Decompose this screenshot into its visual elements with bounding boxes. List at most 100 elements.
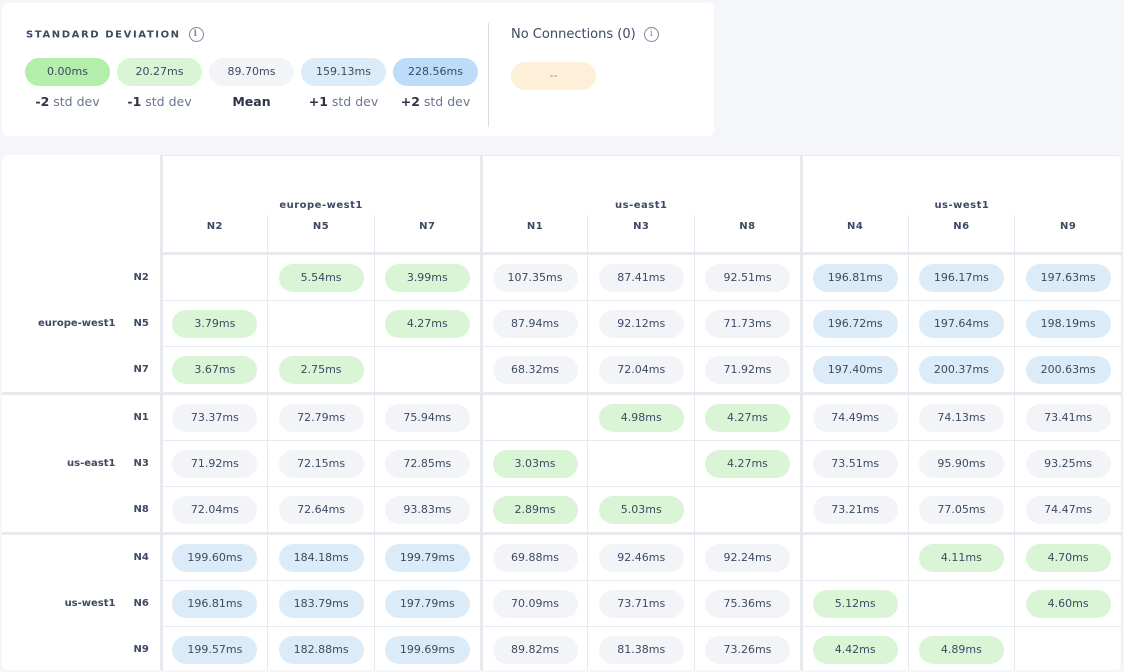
latency-cell[interactable]: 75.36ms <box>694 580 802 627</box>
latency-cell[interactable]: 197.63ms <box>1014 253 1122 301</box>
latency-pill[interactable]: 199.60ms <box>172 543 258 572</box>
latency-pill[interactable]: 77.05ms <box>918 495 1004 524</box>
latency-pill[interactable]: 4.60ms <box>1025 589 1111 618</box>
latency-pill[interactable]: 4.70ms <box>1025 543 1111 572</box>
latency-pill[interactable]: 199.57ms <box>172 635 258 664</box>
latency-cell[interactable]: 77.05ms <box>907 486 1016 534</box>
latency-pill[interactable]: 73.21ms <box>812 495 898 524</box>
latency-cell[interactable]: 73.71ms <box>587 580 696 627</box>
latency-cell[interactable]: 199.60ms <box>160 532 269 581</box>
latency-pill[interactable]: 74.13ms <box>918 403 1004 432</box>
latency-pill[interactable]: 71.73ms <box>704 309 790 338</box>
latency-cell[interactable]: 2.75ms <box>267 346 375 394</box>
latency-cell[interactable]: 95.90ms <box>907 440 1016 487</box>
latency-cell[interactable]: 200.63ms <box>1014 346 1122 394</box>
latency-pill[interactable]: 74.47ms <box>1025 495 1111 524</box>
latency-cell[interactable]: 184.18ms <box>267 532 375 581</box>
latency-cell[interactable]: 72.64ms <box>267 486 375 534</box>
latency-cell[interactable]: 81.38ms <box>587 626 696 670</box>
latency-pill[interactable]: 3.99ms <box>384 263 470 292</box>
latency-cell[interactable]: 73.51ms <box>799 440 909 487</box>
latency-cell[interactable]: 71.92ms <box>694 346 802 394</box>
latency-pill[interactable]: 183.79ms <box>278 589 364 618</box>
latency-cell[interactable]: 4.89ms <box>907 626 1016 670</box>
latency-pill[interactable]: 72.79ms <box>278 403 364 432</box>
latency-cell[interactable]: 73.37ms <box>160 392 269 441</box>
latency-pill[interactable]: 4.98ms <box>598 403 684 432</box>
latency-cell[interactable]: 196.72ms <box>799 300 909 347</box>
latency-pill[interactable]: 74.49ms <box>812 403 898 432</box>
latency-pill[interactable]: 4.89ms <box>918 635 1004 664</box>
latency-cell[interactable]: 3.03ms <box>479 440 589 487</box>
info-icon[interactable]: i <box>643 27 659 42</box>
latency-cell[interactable]: 92.24ms <box>694 532 802 581</box>
latency-pill[interactable]: 72.04ms <box>172 495 258 524</box>
latency-cell[interactable]: 107.35ms <box>479 253 589 301</box>
latency-pill[interactable]: 196.72ms <box>812 309 898 338</box>
latency-pill[interactable]: 3.79ms <box>172 309 258 338</box>
latency-cell[interactable]: 93.83ms <box>373 486 482 534</box>
latency-pill[interactable]: 197.79ms <box>384 589 470 618</box>
latency-pill[interactable]: 5.54ms <box>278 263 364 292</box>
latency-pill[interactable]: 72.04ms <box>598 355 684 384</box>
latency-cell[interactable]: 68.32ms <box>479 346 589 394</box>
latency-pill[interactable]: 75.36ms <box>704 589 790 618</box>
latency-cell[interactable]: 92.12ms <box>587 300 696 347</box>
latency-cell[interactable]: 4.70ms <box>1014 532 1122 581</box>
latency-cell[interactable]: 71.73ms <box>694 300 802 347</box>
latency-cell[interactable]: 3.67ms <box>160 346 269 394</box>
info-icon[interactable]: i <box>188 27 204 42</box>
latency-cell[interactable]: 200.37ms <box>907 346 1016 394</box>
latency-cell[interactable]: 4.60ms <box>1014 580 1122 627</box>
latency-cell[interactable]: 87.94ms <box>479 300 589 347</box>
latency-pill[interactable]: 95.90ms <box>918 449 1004 478</box>
latency-cell[interactable]: 72.79ms <box>267 392 375 441</box>
latency-pill[interactable]: 5.03ms <box>598 495 684 524</box>
latency-cell[interactable]: 196.81ms <box>799 253 909 301</box>
latency-pill[interactable]: 199.69ms <box>384 635 470 664</box>
latency-cell[interactable]: 72.85ms <box>373 440 482 487</box>
latency-cell[interactable]: 183.79ms <box>267 580 375 627</box>
latency-cell[interactable]: 4.27ms <box>373 300 482 347</box>
latency-pill[interactable]: 87.41ms <box>598 263 684 292</box>
latency-pill[interactable]: 69.88ms <box>492 543 578 572</box>
latency-pill[interactable]: 3.03ms <box>492 449 578 478</box>
latency-cell[interactable]: 69.88ms <box>479 532 589 581</box>
latency-pill[interactable]: 196.17ms <box>918 263 1004 292</box>
latency-cell[interactable]: 87.41ms <box>587 253 696 301</box>
latency-cell[interactable]: 4.27ms <box>694 392 802 441</box>
latency-pill[interactable]: 73.71ms <box>598 589 684 618</box>
latency-pill[interactable]: 196.81ms <box>172 589 258 618</box>
latency-pill[interactable]: 81.38ms <box>598 635 684 664</box>
latency-pill[interactable]: 182.88ms <box>278 635 364 664</box>
latency-cell[interactable]: 93.25ms <box>1014 440 1122 487</box>
latency-cell[interactable]: 198.19ms <box>1014 300 1122 347</box>
latency-cell[interactable]: 197.79ms <box>373 580 482 627</box>
latency-pill[interactable]: 71.92ms <box>704 355 790 384</box>
latency-cell[interactable]: 2.89ms <box>479 486 589 534</box>
latency-pill[interactable]: 73.37ms <box>172 403 258 432</box>
latency-cell[interactable]: 197.40ms <box>799 346 909 394</box>
latency-pill[interactable]: 200.63ms <box>1025 355 1111 384</box>
latency-pill[interactable]: 70.09ms <box>492 589 578 618</box>
latency-cell[interactable]: 73.21ms <box>799 486 909 534</box>
latency-cell[interactable]: 4.42ms <box>799 626 909 670</box>
latency-pill[interactable]: 73.51ms <box>812 449 898 478</box>
latency-cell[interactable]: 4.11ms <box>907 532 1016 581</box>
latency-cell[interactable]: 3.79ms <box>160 300 269 347</box>
latency-cell[interactable]: 75.94ms <box>373 392 482 441</box>
latency-pill[interactable]: 72.15ms <box>278 449 364 478</box>
latency-pill[interactable]: 92.12ms <box>598 309 684 338</box>
latency-pill[interactable]: 4.27ms <box>704 403 790 432</box>
latency-pill[interactable]: 5.12ms <box>812 589 898 618</box>
latency-pill[interactable]: 92.51ms <box>704 263 790 292</box>
latency-pill[interactable]: 73.41ms <box>1025 403 1111 432</box>
latency-pill[interactable]: 200.37ms <box>918 355 1004 384</box>
latency-pill[interactable]: 197.63ms <box>1025 263 1111 292</box>
latency-cell[interactable]: 73.41ms <box>1014 392 1122 441</box>
latency-cell[interactable]: 72.15ms <box>267 440 375 487</box>
latency-cell[interactable]: 199.57ms <box>160 626 269 670</box>
latency-pill[interactable]: 72.64ms <box>278 495 364 524</box>
latency-cell[interactable]: 92.51ms <box>694 253 802 301</box>
latency-cell[interactable]: 182.88ms <box>267 626 375 670</box>
